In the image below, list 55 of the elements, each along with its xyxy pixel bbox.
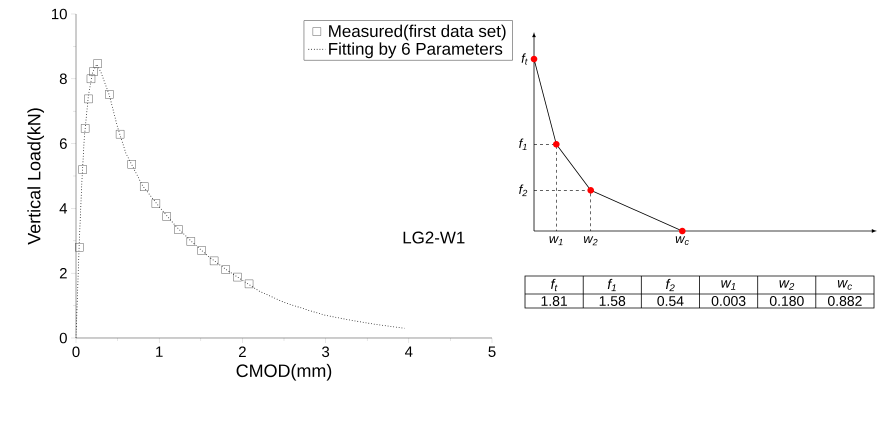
point [93,59,102,68]
point [89,67,98,76]
text: 1.58 [600,296,626,306]
annotation: LG2-W1 [404,232,464,244]
text: f$_{2}$ [519,184,528,196]
point [80,124,90,133]
category-label: f$_{2}$ [666,278,675,292]
category-label: f$_{1}$ [608,278,616,292]
point [78,165,87,174]
legend-label: Measured(first data set) [329,24,506,40]
x-tick-label: 1 [156,346,163,357]
text: f$_{1}$ [519,138,527,150]
y-tick-label: 0 [60,332,67,344]
y-tick-label: 8 [60,74,67,84]
text: 1.81 [542,296,567,306]
x-axis-title: CMOD(mm) [236,364,332,381]
y-tick-label: 4 [60,203,68,214]
category-label: w$_{2}$ [779,280,794,290]
point [152,199,160,208]
point [186,237,196,246]
point [210,256,218,266]
text: f$_{t}$ [522,53,528,65]
y-tick-label: 6 [60,138,67,149]
y-tick-label: 10 [52,8,67,20]
category-label: f$_{t}$ [551,278,558,292]
point [84,94,93,104]
x-tick-label: 4 [404,346,413,357]
point [86,74,96,83]
y-axis-title: Vertical Load(kN) [27,108,44,245]
text: 0.54 [657,296,684,306]
point [174,225,183,234]
point [140,182,148,191]
text: w$_{1}$ [550,236,562,246]
point [116,130,124,138]
x-tick-label: 0 [72,346,80,358]
text: 0.882 [828,296,862,306]
point [233,272,242,282]
text: 0.003 [712,296,746,306]
x-tick-label: 5 [488,346,496,357]
legend-label: Fitting by 6 Parameters [329,42,502,58]
point [222,265,230,274]
point [197,246,206,255]
point [244,280,254,288]
text: w$_{2}$ [584,236,598,246]
text: w$_{c}$ [676,236,689,245]
point [105,90,114,99]
text: 0.180 [770,296,804,306]
category-label: w$_{1}$ [721,280,736,290]
x-tick-label: 3 [322,346,330,358]
point [75,243,84,252]
point [128,160,136,169]
y-tick-label: 2 [60,268,67,278]
category-label: w$_{c}$ [838,280,852,290]
point [162,212,171,221]
x-tick-label: 2 [238,346,246,357]
